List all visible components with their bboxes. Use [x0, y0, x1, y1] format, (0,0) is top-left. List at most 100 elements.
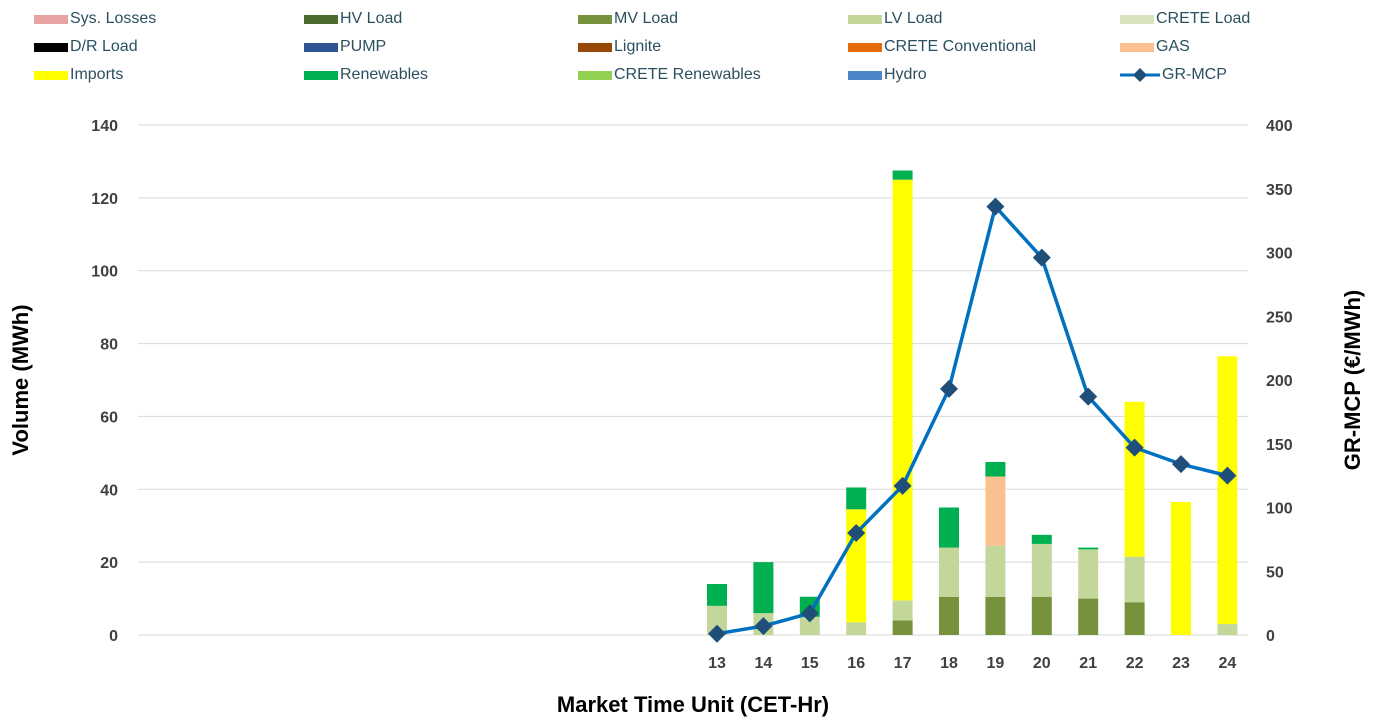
bar-segment: [1124, 401, 1145, 557]
y2-tick-label: 250: [1266, 309, 1293, 326]
bar-segment: [1031, 596, 1052, 635]
bar-segment: [799, 616, 820, 635]
legend-item: CRETE Conventional: [848, 36, 1036, 58]
y2-tick-label: 0: [1266, 628, 1275, 645]
bar-segment: [1124, 556, 1145, 603]
legend-label: GR-MCP: [1162, 66, 1227, 83]
legend-item: GAS: [1120, 36, 1190, 58]
legend-label: D/R Load: [70, 38, 138, 55]
x-axis-title: Market Time Unit (CET-Hr): [557, 692, 829, 717]
legend-item: PUMP: [304, 36, 386, 58]
legend-item: Sys. Losses: [34, 8, 156, 30]
gr-mcp-marker: [1079, 387, 1098, 406]
legend-label: Renewables: [340, 66, 429, 83]
y-tick-label: 0: [109, 628, 118, 645]
gr-mcp-marker: [1125, 438, 1144, 457]
legend-swatch: [1120, 42, 1154, 52]
y-tick-label: 140: [91, 118, 118, 135]
legend-swatch: [578, 42, 612, 52]
legend-item: Hydro: [848, 64, 927, 86]
legend-swatch: [578, 70, 612, 80]
gr-mcp-marker: [754, 617, 773, 636]
bar-segment: [985, 461, 1006, 477]
gr-mcp-marker: [893, 476, 912, 495]
legend-swatch: [304, 70, 338, 80]
bar-segment: [846, 509, 867, 623]
legend-swatch: [578, 14, 612, 24]
legend-label: CRETE Load: [1156, 10, 1251, 27]
bar-segment: [985, 545, 1006, 597]
gr-mcp-marker: [986, 197, 1005, 216]
x-tick-label: 21: [1079, 655, 1097, 672]
legend-swatch: [304, 42, 338, 52]
bar-segment: [939, 596, 959, 635]
gr-mcp-marker: [847, 524, 866, 542]
x-tick-label: 22: [1126, 655, 1144, 672]
legend-item: LV Load: [848, 8, 942, 30]
bar-segment: [1171, 502, 1191, 635]
y-tick-label: 120: [91, 191, 118, 208]
bar-segment: [892, 179, 913, 601]
bar-segment: [939, 507, 959, 548]
gr-mcp-marker: [708, 624, 726, 643]
bar-segment: [985, 476, 1006, 546]
y2-tick-label: 300: [1266, 246, 1293, 263]
legend-swatch: [1120, 14, 1154, 24]
bar-segment: [753, 562, 774, 614]
bar-segment: [846, 622, 867, 635]
chart-legend: Sys. Losses HV Load MV Load LV Load CRETE Lo…: [0, 0, 1377, 100]
legend-swatch: [34, 70, 68, 80]
y-tick-label: 20: [100, 555, 118, 572]
legend-item: Imports: [34, 64, 123, 86]
bar-segment: [1031, 543, 1052, 597]
y-axis-title: Volume (MWh): [8, 304, 33, 455]
x-tick-label: 19: [987, 655, 1005, 672]
gr-mcp-marker: [940, 379, 958, 398]
y2-tick-label: 150: [1266, 437, 1293, 454]
gr-mcp-marker: [1172, 455, 1190, 474]
bar-segment: [707, 584, 727, 606]
legend-label: PUMP: [340, 38, 387, 55]
legend-label: Lignite: [614, 38, 662, 55]
y-tick-label: 40: [100, 482, 118, 499]
legend-item: CRETE Load: [1120, 8, 1250, 30]
legend-label: MV Load: [614, 10, 679, 27]
legend-label: CRETE Renewables: [614, 66, 761, 83]
gr-mcp-marker: [1032, 248, 1051, 267]
x-tick-label: 14: [755, 655, 773, 672]
legend-item: MV Load: [578, 8, 678, 30]
legend-item: D/R Load: [34, 36, 138, 58]
legend-label: GAS: [1156, 38, 1190, 55]
legend-item: CRETE Renewables: [578, 64, 761, 86]
bar-segment: [939, 547, 959, 597]
x-tick-label: 24: [1219, 655, 1237, 672]
bar-segment: [1124, 602, 1145, 635]
legend-label: CRETE Conventional: [884, 38, 1037, 55]
legend-label: HV Load: [340, 10, 403, 27]
x-tick-label: 15: [801, 655, 819, 672]
bar-segment: [1078, 547, 1099, 550]
legend-label: Hydro: [884, 66, 927, 83]
x-tick-label: 23: [1172, 655, 1190, 672]
x-tick-label: 16: [847, 655, 865, 672]
x-tick-label: 20: [1033, 655, 1051, 672]
gridlines: [138, 124, 1248, 636]
bar-segment: [1078, 598, 1099, 635]
x-tick-label: 17: [894, 655, 912, 672]
bar-stacks: [707, 170, 1238, 635]
y-tick-label: 60: [100, 409, 118, 426]
legend-item: Renewables: [304, 64, 428, 86]
y-tick-label: 100: [91, 264, 118, 281]
legend-swatch: [34, 42, 68, 52]
y2-tick-label: 400: [1266, 118, 1293, 135]
legend-swatch: [304, 14, 338, 24]
x-tick-label: 13: [708, 655, 726, 672]
legend-item: HV Load: [304, 8, 402, 30]
y2-axis-title: GR-MCP (€/MWh): [1340, 290, 1365, 470]
legend-line-swatch: [1120, 68, 1160, 82]
y2-tick-label: 200: [1266, 373, 1293, 390]
legend-label: LV Load: [884, 10, 943, 27]
legend-swatch: [848, 14, 882, 24]
bar-segment: [707, 605, 727, 635]
